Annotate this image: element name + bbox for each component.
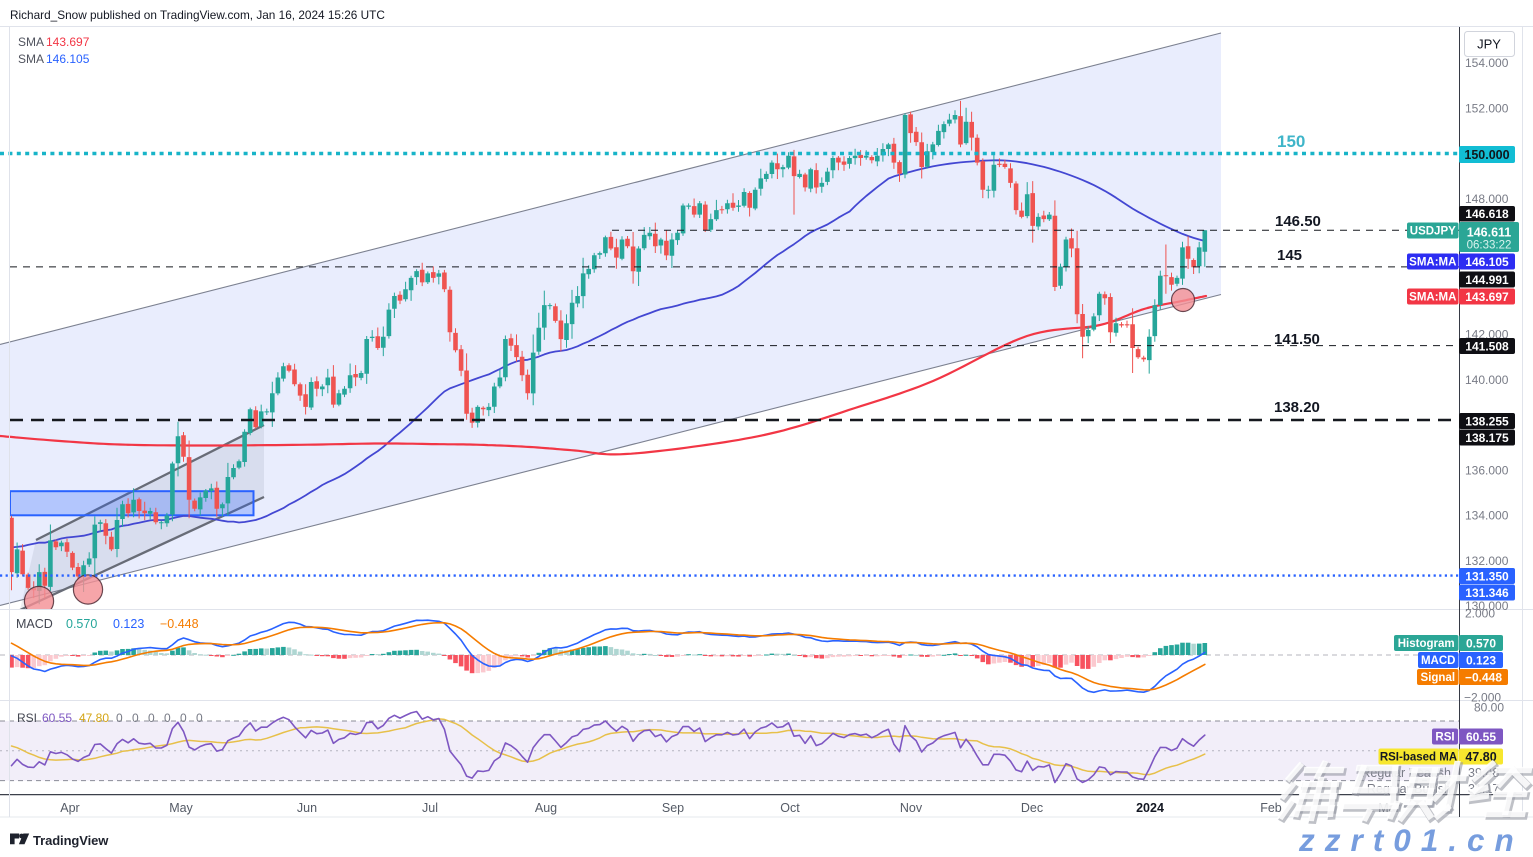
- svg-text:−2.000: −2.000: [1464, 691, 1501, 705]
- svg-text:132.000: 132.000: [1465, 554, 1509, 568]
- svg-text:60.55: 60.55: [1466, 730, 1496, 744]
- svg-text:80.00: 80.00: [1474, 701, 1504, 715]
- svg-text:131.346: 131.346: [1465, 586, 1509, 600]
- svg-text:0.570: 0.570: [66, 617, 97, 631]
- svg-text:145: 145: [1277, 247, 1302, 264]
- svg-text:RSI: RSI: [17, 711, 37, 725]
- svg-text:140.000: 140.000: [1465, 373, 1509, 387]
- svg-text:USDJPY: USDJPY: [1410, 226, 1456, 238]
- svg-text:134.000: 134.000: [1465, 509, 1509, 523]
- svg-text:146.50: 146.50: [1275, 213, 1321, 230]
- svg-text:154.000: 154.000: [1465, 56, 1509, 70]
- svg-text:MACD: MACD: [16, 617, 53, 631]
- svg-text:0.123: 0.123: [113, 617, 144, 631]
- svg-text:146.618: 146.618: [1465, 207, 1509, 221]
- svg-text:138.175: 138.175: [1465, 431, 1509, 445]
- svg-text:131.350: 131.350: [1465, 569, 1509, 583]
- svg-text:141.50: 141.50: [1274, 331, 1320, 348]
- svg-text:SMA: SMA: [18, 52, 44, 66]
- svg-text:47.80: 47.80: [79, 711, 109, 725]
- svg-text:Feb: Feb: [1260, 801, 1282, 815]
- svg-text:Nov: Nov: [900, 801, 923, 815]
- svg-text:144.991: 144.991: [1465, 273, 1509, 287]
- svg-text:47.80: 47.80: [1465, 750, 1496, 764]
- svg-text:Signal: Signal: [1421, 672, 1456, 684]
- svg-text:RSI-based MA: RSI-based MA: [1380, 752, 1457, 764]
- svg-text:141.508: 141.508: [1465, 339, 1509, 353]
- svg-text:146.105: 146.105: [46, 52, 90, 66]
- svg-text:150.000: 150.000: [1464, 148, 1509, 162]
- svg-text:148.000: 148.000: [1465, 192, 1509, 206]
- svg-text:143.697: 143.697: [46, 35, 90, 49]
- svg-text:Aug: Aug: [535, 801, 557, 815]
- svg-text:136.000: 136.000: [1465, 463, 1509, 477]
- svg-text:143.697: 143.697: [1465, 290, 1509, 304]
- svg-text:RSI: RSI: [1435, 732, 1454, 744]
- svg-text:Jul: Jul: [422, 801, 438, 815]
- svg-text:Dec: Dec: [1021, 801, 1043, 815]
- svg-text:MACD: MACD: [1421, 655, 1456, 667]
- svg-text:152.000: 152.000: [1465, 102, 1509, 116]
- svg-text:2.000: 2.000: [1465, 607, 1495, 621]
- svg-text:JPY: JPY: [1477, 37, 1501, 52]
- svg-text:0.123: 0.123: [1466, 653, 1496, 667]
- svg-text:150: 150: [1277, 132, 1305, 151]
- svg-text:SMA:MA: SMA:MA: [1409, 257, 1456, 269]
- svg-text:130.000: 130.000: [1465, 599, 1509, 613]
- svg-text:zzrt01.cn: zzrt01.cn: [1298, 822, 1524, 857]
- svg-text:06:33:22: 06:33:22: [1467, 240, 1512, 252]
- svg-text:TradingView: TradingView: [33, 833, 109, 848]
- svg-text:0.570: 0.570: [1466, 636, 1496, 650]
- svg-text:Apr: Apr: [60, 801, 79, 815]
- svg-text:−0.448: −0.448: [1465, 670, 1502, 684]
- svg-text:SMA:MA: SMA:MA: [1409, 292, 1456, 304]
- svg-text:0 0 0 0 0 0: 0 0 0 0 0 0: [116, 711, 206, 725]
- svg-text:138.255: 138.255: [1465, 414, 1509, 428]
- svg-text:138.20: 138.20: [1274, 399, 1320, 416]
- svg-text:Histogram: Histogram: [1398, 638, 1455, 650]
- svg-text:146.611: 146.611: [1467, 226, 1512, 240]
- svg-text:146.105: 146.105: [1465, 255, 1509, 269]
- svg-text:Jun: Jun: [297, 801, 317, 815]
- svg-text:60.55: 60.55: [42, 711, 72, 725]
- svg-text:2024: 2024: [1136, 801, 1164, 815]
- svg-text:SMA: SMA: [18, 35, 44, 49]
- svg-text:Oct: Oct: [780, 801, 800, 815]
- svg-text:Richard_Snow published on Trad: Richard_Snow published on TradingView.co…: [10, 8, 385, 22]
- svg-text:−0.448: −0.448: [160, 617, 199, 631]
- svg-text:Sep: Sep: [662, 801, 684, 815]
- svg-text:May: May: [169, 801, 193, 815]
